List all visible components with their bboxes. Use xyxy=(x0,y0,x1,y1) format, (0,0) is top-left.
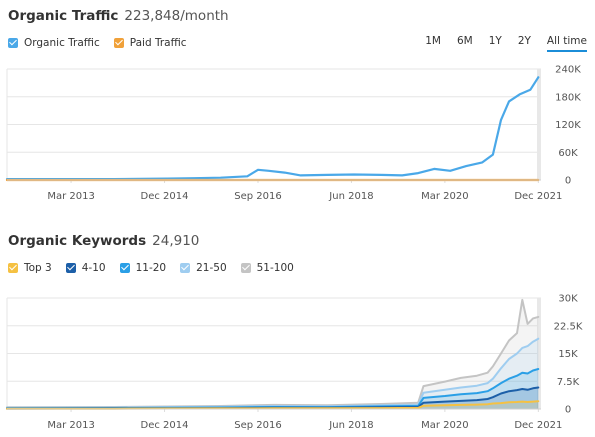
series-area-21-50 xyxy=(7,338,539,409)
range-2y-button[interactable]: 2Y xyxy=(517,35,531,47)
y-tick-label: 0 xyxy=(565,176,571,187)
keywords-metric: 24,910 xyxy=(152,233,200,249)
traffic-chart: 240K 180K 120K 60K 0 Mar 2013 Dec 2014 Sep 2016… xyxy=(5,65,581,202)
range-all-time-button[interactable]: All time xyxy=(546,35,587,52)
checkbox-icon[interactable] xyxy=(119,263,130,273)
legend-11-20-label: 11-20 xyxy=(135,262,167,274)
legend-21-50-label: 21-50 xyxy=(196,262,227,274)
legend-4-10[interactable]: 4-10 xyxy=(65,262,106,274)
legend-4-10-label: 4-10 xyxy=(81,262,106,274)
x-tick-label: Dec 2014 xyxy=(141,191,189,202)
keywords-legend: Top 3 4-10 11-20 21-50 51-100 xyxy=(8,262,308,274)
keywords-chart: 30K 22.5K 15K 7.5K 0 Mar 2013 Dec 2014 Sep 2016… xyxy=(6,294,583,431)
legend-top-3[interactable]: Top 3 xyxy=(8,262,52,274)
x-tick-label: Mar 2013 xyxy=(47,420,95,431)
traffic-title-label: Organic Traffic xyxy=(8,8,119,24)
checkbox-icon[interactable] xyxy=(240,263,251,273)
legend-paid-traffic[interactable]: Paid Traffic xyxy=(113,37,187,49)
date-range-selector: 1M 6M 1Y 2Y All time xyxy=(409,35,587,52)
checkbox-icon[interactable] xyxy=(8,38,18,48)
x-tick-label: Mar 2013 xyxy=(47,191,95,202)
y-tick-label: 60K xyxy=(558,148,578,159)
x-tick-label: Dec 2021 xyxy=(514,420,562,431)
legend-paid-traffic-label: Paid Traffic xyxy=(129,37,187,49)
y-tick-label: 30K xyxy=(558,294,578,305)
keywords-title: Organic Keywords 24,910 xyxy=(8,233,199,249)
checkbox-icon[interactable] xyxy=(65,263,76,273)
legend-top-3-label: Top 3 xyxy=(24,262,52,274)
legend-51-100-label: 51-100 xyxy=(256,262,294,274)
y-tick-label: 120K xyxy=(555,120,581,131)
legend-organic-traffic-label: Organic Traffic xyxy=(24,37,100,49)
y-tick-label: 15K xyxy=(558,349,578,360)
range-1m-button[interactable]: 1M xyxy=(425,35,441,47)
x-tick-label: Dec 2014 xyxy=(141,420,189,431)
series-line-top-3 xyxy=(6,400,540,410)
series-area-51-100 xyxy=(7,299,539,409)
checkbox-icon[interactable] xyxy=(180,263,191,273)
checkbox-icon[interactable] xyxy=(8,263,18,273)
x-tick-label: Dec 2021 xyxy=(514,191,562,202)
y-tick-label: 7.5K xyxy=(557,377,580,388)
traffic-legend: Organic Traffic Paid Traffic xyxy=(8,37,201,49)
checkbox-icon[interactable] xyxy=(113,38,124,48)
x-tick-label: Mar 2020 xyxy=(421,420,469,431)
latest-period-shade xyxy=(537,298,541,409)
legend-21-50[interactable]: 21-50 xyxy=(180,262,227,274)
range-6m-button[interactable]: 6M xyxy=(456,35,473,47)
legend-51-100[interactable]: 51-100 xyxy=(240,262,294,274)
x-tick-label: Mar 2020 xyxy=(421,191,469,202)
series-area-4-10 xyxy=(7,387,539,409)
x-tick-label: Sep 2016 xyxy=(234,420,281,431)
legend-organic-traffic[interactable]: Organic Traffic xyxy=(8,37,100,49)
keywords-title-label: Organic Keywords xyxy=(8,233,147,249)
x-tick-label: Jun 2018 xyxy=(328,191,373,202)
x-tick-label: Sep 2016 xyxy=(234,191,281,202)
y-tick-label: 180K xyxy=(555,92,581,103)
y-tick-label: 240K xyxy=(555,65,581,76)
x-tick-label: Jun 2018 xyxy=(328,420,373,431)
range-1y-button[interactable]: 1Y xyxy=(488,35,502,47)
y-tick-label: 22.5K xyxy=(554,321,583,332)
series-area-top-3 xyxy=(7,401,539,409)
series-line-organic-traffic xyxy=(5,76,540,181)
traffic-title: Organic Traffic 223,848/month xyxy=(8,8,229,24)
latest-period-shade xyxy=(537,69,541,180)
series-line-51-100 xyxy=(6,298,540,409)
traffic-metric: 223,848/month xyxy=(124,8,229,24)
y-tick-label: 0 xyxy=(565,405,571,416)
legend-11-20[interactable]: 11-20 xyxy=(119,262,167,274)
